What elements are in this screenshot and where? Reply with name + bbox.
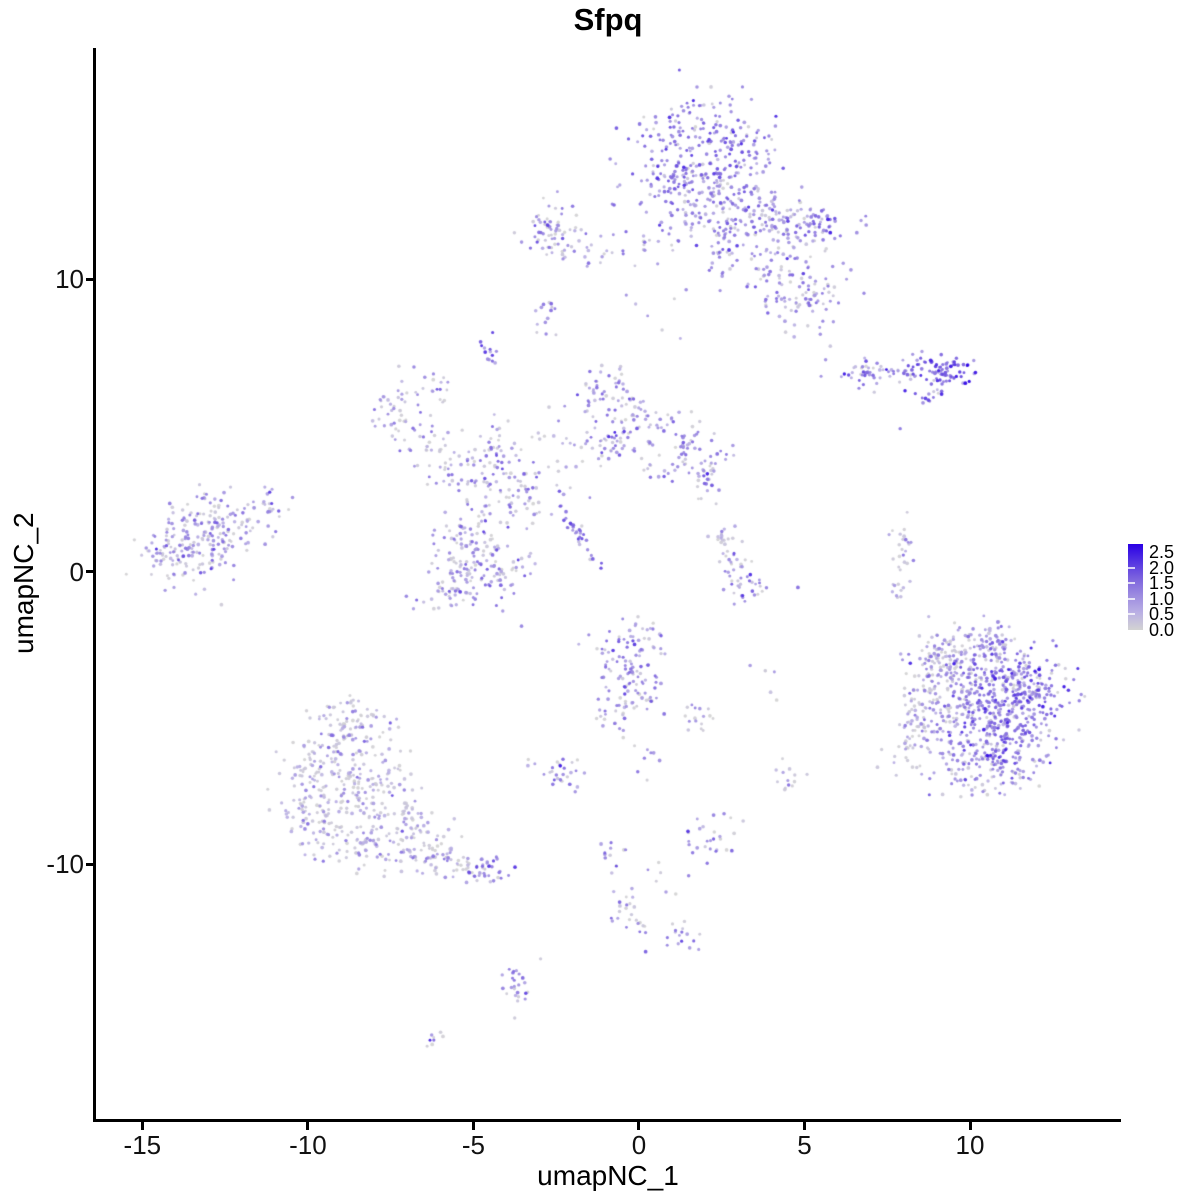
x-tick-mark [140, 1122, 144, 1130]
plot-title: Sfpq [573, 2, 643, 37]
legend-tick-label: 0.0 [1149, 619, 1175, 640]
y-tick-label: -10 [46, 849, 84, 880]
y-tick-label: 10 [55, 264, 84, 295]
x-axis-title: umapNC_1 [537, 1160, 679, 1191]
legend-tick-label: 2.5 [1149, 542, 1175, 562]
x-axis-line [93, 1119, 1121, 1122]
y-axis-title: umapNC_2 [8, 512, 39, 655]
umap-scatter-canvas [96, 48, 1119, 1119]
x-tick-mark [968, 1122, 972, 1130]
y-tick-label: 0 [69, 556, 84, 587]
legend-tick-label: 0.5 [1149, 604, 1175, 624]
expression-colorbar [1128, 544, 1143, 630]
colorbar-tick-mark [1128, 597, 1135, 600]
colorbar-tick-mark [1128, 613, 1135, 615]
x-tick-label: 10 [955, 1130, 985, 1160]
legend-tick-label: 2.0 [1149, 557, 1175, 578]
x-tick-mark [471, 1122, 475, 1130]
legend-tick-label: 1.0 [1149, 588, 1175, 609]
colorbar-tick-mark [1128, 582, 1135, 584]
x-tick-mark [802, 1122, 806, 1130]
y-axis-line [93, 48, 96, 1122]
colorbar-tick-mark [1128, 566, 1135, 569]
x-tick-mark [306, 1122, 310, 1130]
y-tick-mark [86, 862, 94, 866]
x-tick-label: 0 [631, 1130, 647, 1160]
x-tick-label: -5 [461, 1130, 485, 1160]
x-tick-mark [637, 1122, 641, 1130]
y-tick-mark [86, 570, 94, 574]
y-tick-mark [86, 277, 94, 281]
x-tick-label: -10 [289, 1130, 327, 1160]
legend-tick-label: 1.5 [1149, 573, 1175, 593]
x-tick-label: 5 [797, 1130, 812, 1160]
x-tick-label: -15 [123, 1130, 162, 1160]
